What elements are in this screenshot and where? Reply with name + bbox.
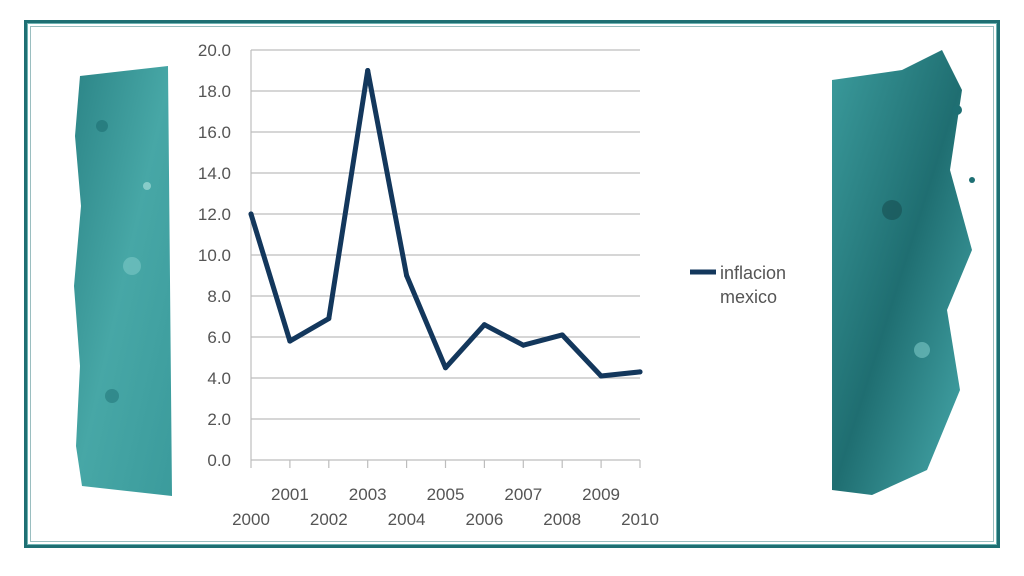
legend-label-line1: inflacion	[720, 263, 786, 283]
y-tick-label: 4.0	[207, 369, 231, 388]
x-axis-ticks: 2000200120022003200420052006200720082009…	[232, 460, 659, 529]
data-point	[326, 316, 332, 322]
data-point	[598, 373, 604, 379]
y-tick-label: 0.0	[207, 451, 231, 470]
x-tick-label: 2007	[504, 485, 542, 504]
series-group	[248, 68, 643, 379]
data-point	[287, 338, 293, 344]
y-axis-ticks: 0.0 2.0 4.0 6.0 8.0 10.0 12.0 14.0 16.0 18.0 20.0	[198, 41, 231, 470]
x-tick-label: 2002	[310, 510, 348, 529]
y-tick-label: 10.0	[198, 246, 231, 265]
decorative-frame	[24, 20, 1000, 548]
watercolor-splash-left	[74, 66, 172, 496]
y-tick-label: 6.0	[207, 328, 231, 347]
y-tick-label: 16.0	[198, 123, 231, 142]
data-point	[248, 211, 254, 217]
x-tick-label: 2006	[465, 510, 503, 529]
x-tick-label: 2010	[621, 510, 659, 529]
x-tick-label: 2005	[427, 485, 465, 504]
data-point	[404, 273, 410, 278]
x-tick-label: 2003	[349, 485, 387, 504]
legend: inflacion mexico	[690, 263, 786, 307]
data-point	[559, 332, 565, 338]
data-point	[520, 342, 526, 348]
x-tick-label: 2009	[582, 485, 620, 504]
legend-label-line2: mexico	[720, 287, 777, 307]
y-tick-label: 18.0	[198, 82, 231, 101]
chart-background	[172, 36, 822, 530]
x-tick-label: 2004	[388, 510, 426, 529]
y-tick-label: 14.0	[198, 164, 231, 183]
data-point	[365, 68, 371, 73]
data-point	[443, 365, 448, 371]
x-tick-label: 2001	[271, 485, 309, 504]
y-tick-label: 20.0	[198, 41, 231, 60]
data-point	[481, 322, 487, 328]
x-tick-label: 2000	[232, 510, 270, 529]
grid-lines	[250, 49, 640, 461]
y-tick-label: 8.0	[207, 287, 231, 306]
decorative-frame-inner	[30, 26, 994, 542]
y-tick-label: 2.0	[207, 410, 231, 429]
data-point	[637, 369, 643, 375]
x-tick-label: 2008	[543, 510, 581, 529]
watercolor-splash-right	[832, 50, 975, 495]
y-tick-label: 12.0	[198, 205, 231, 224]
